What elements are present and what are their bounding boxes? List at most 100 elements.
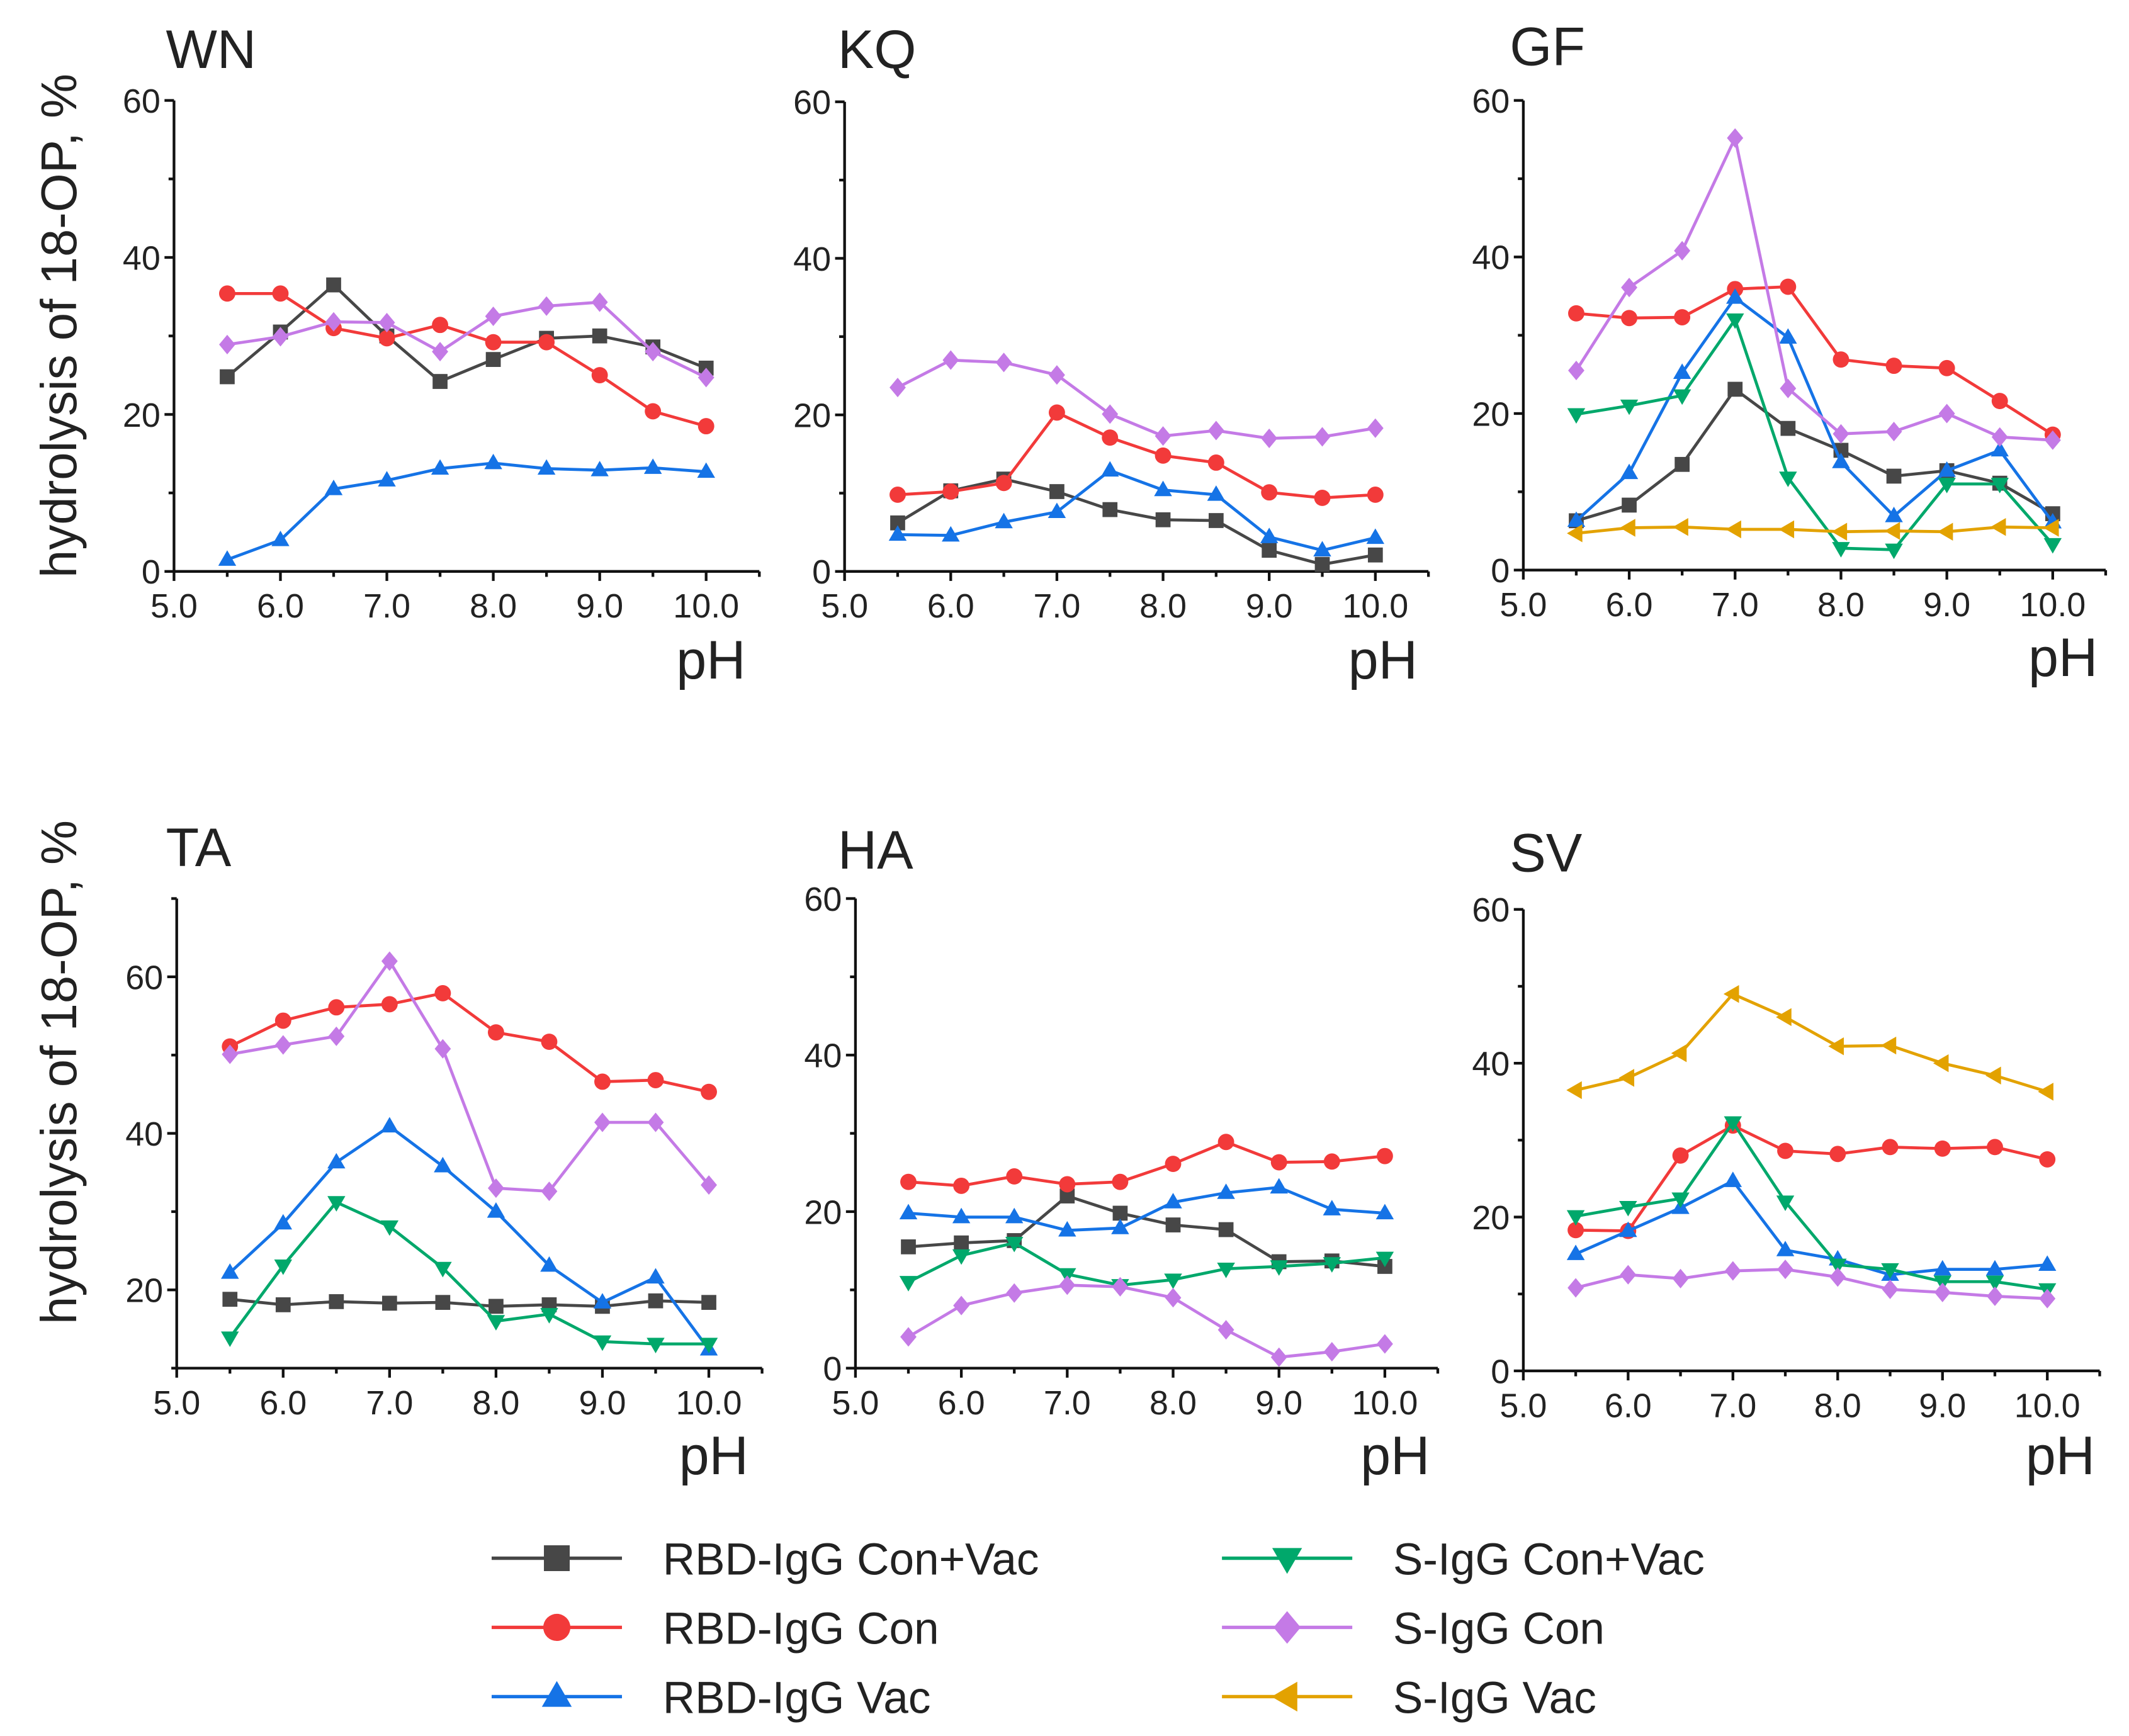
data-point [325,312,342,332]
data-point [221,1263,239,1279]
data-point [378,471,396,487]
data-point [701,1175,717,1195]
data-point [1048,404,1065,421]
y-tick-label: 40 [1472,239,1510,277]
x-tick-label: 7.0 [1033,587,1080,625]
data-point [1049,484,1064,499]
series-rbd_vac [218,453,715,566]
data-point [1376,1334,1393,1354]
data-point [1776,1241,1795,1256]
data-point [435,1295,451,1310]
data-point [1725,520,1741,539]
data-point [1155,447,1172,464]
data-point [889,378,906,398]
series-line [1575,295,2054,524]
data-point [378,330,395,347]
panel-wn: WN hydrolysis of 18-OP, % pH 5.0 6.0 7.0 8.0 9.… [31,20,761,690]
series-line [229,991,709,1093]
data-point [1112,1173,1129,1190]
data-point [952,1207,971,1224]
data-point [1567,408,1586,424]
y-tick-label: 20 [125,1272,163,1310]
data-point [1882,1279,1899,1299]
data-point [329,1294,344,1309]
data-point [1885,422,1902,442]
data-point [1620,463,1639,480]
data-point [1991,478,2009,493]
data-point [1207,454,1224,471]
data-point [1938,403,1955,424]
panel-title: WN [166,20,256,80]
series-line [896,358,1376,440]
data-point [899,1203,918,1220]
data-point [1154,480,1172,497]
data-point [1217,1183,1235,1199]
legend-label: S-IgG Con [1393,1604,1605,1654]
data-point [1724,1116,1742,1132]
data-point [594,1112,611,1132]
data-point [485,352,501,367]
x-tick-label: 5.0 [1499,1387,1547,1424]
x-tick-label: 5.0 [832,1384,879,1422]
y-tick-label: 60 [123,82,161,120]
y-tick-label: 0 [823,1350,842,1388]
data-point [1314,490,1331,506]
x-tick-label: 10.0 [676,1384,742,1422]
y-tick-label: 40 [804,1037,842,1075]
data-point [432,374,448,389]
data-point [540,1256,558,1272]
series-s_con [222,951,717,1202]
data-point [1987,1286,2003,1306]
data-point [1101,461,1119,477]
data-point [697,418,714,435]
series-s_vac [1566,984,2053,1101]
x-tick-label: 5.0 [1499,586,1547,624]
data-point [1058,1220,1076,1237]
data-point [324,480,343,495]
data-point [701,1083,717,1100]
data-point [1880,1036,1897,1055]
y-tick-label: 0 [1491,552,1510,590]
data-point [952,1249,971,1265]
series-line [897,468,1376,552]
data-point [537,459,556,475]
y-axis-label: hydrolysis of 18-OP, % [31,820,87,1324]
data-point [434,1261,452,1278]
data-point [1674,309,1691,325]
data-point [995,512,1013,529]
data-point [1102,404,1119,424]
data-point [1727,381,1743,397]
series-s_convac [1567,313,2062,560]
x-tick-label: 6.0 [1606,586,1653,624]
data-point [434,985,451,1001]
legend-item: RBD-IgG Con [492,1604,939,1654]
series-line [908,1185,1386,1232]
data-point [1620,1265,1637,1285]
y-tick-label: 40 [1472,1046,1510,1083]
data-point [1672,1268,1689,1288]
data-point [1567,511,1586,527]
data-point [1567,524,1583,543]
series-s_convac [1566,1116,2057,1299]
data-point [381,996,398,1013]
series-line [227,291,707,428]
y-tick-label: 60 [793,84,831,121]
data-point [219,334,235,354]
data-point [1833,351,1849,368]
data-point [1376,1147,1393,1164]
series-line [227,300,707,379]
data-point [218,550,237,566]
data-point [1671,1192,1690,1209]
x-tick-label: 10.0 [1342,587,1408,625]
data-point [1566,1244,1585,1260]
x-tick-label: 9.0 [1919,1387,1966,1424]
data-point [487,1202,505,1218]
data-point [1005,1207,1024,1224]
data-point [1723,984,1739,1003]
data-point [1164,1273,1182,1289]
data-point [1881,1263,1899,1279]
data-point [1778,520,1795,539]
data-point [1674,240,1691,261]
series-s_vac [1567,518,2059,543]
data-point [1048,502,1066,519]
